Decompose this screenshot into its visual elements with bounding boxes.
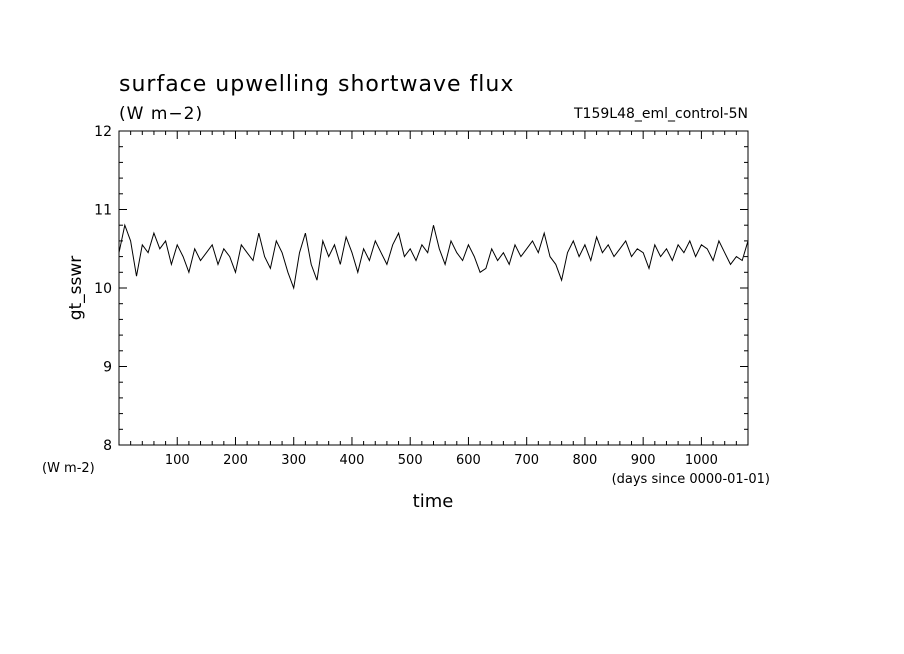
- y-axis-label: gt_sswr: [66, 256, 86, 321]
- x-tick-label: 300: [281, 453, 306, 468]
- x-tick-label: 400: [340, 453, 365, 468]
- y-tick-labels: 8 9 10 11 12: [94, 124, 112, 454]
- x-tick-labels: 100 200 300 400 500 600 700 800 900 1000: [165, 453, 718, 468]
- y-axis-units: (W m-2): [42, 461, 95, 476]
- x-tick-label: 500: [398, 453, 423, 468]
- x-axis-units: (days since 0000-01-01): [612, 472, 770, 487]
- y-tick-label: 12: [94, 124, 112, 140]
- y-tick-label: 10: [94, 281, 112, 297]
- chart-subtitle: (W m−2): [119, 104, 203, 124]
- x-tick-label: 1000: [685, 453, 718, 468]
- series-line: [118, 223, 749, 290]
- x-tick-label: 900: [631, 453, 656, 468]
- y-tick-label: 9: [103, 360, 112, 376]
- x-tick-label: 800: [573, 453, 598, 468]
- x-tick-label: 100: [165, 453, 190, 468]
- axis-ticks: [119, 131, 748, 445]
- y-tick-label: 11: [94, 203, 112, 219]
- x-tick-label: 600: [456, 453, 481, 468]
- x-tick-label: 200: [223, 453, 248, 468]
- x-axis-label: time: [413, 491, 454, 512]
- run-label: T159L48_eml_control-5N: [573, 106, 748, 122]
- x-tick-label: 700: [514, 453, 539, 468]
- chart-title: surface upwelling shortwave flux: [119, 72, 514, 97]
- y-tick-label: 8: [103, 438, 112, 454]
